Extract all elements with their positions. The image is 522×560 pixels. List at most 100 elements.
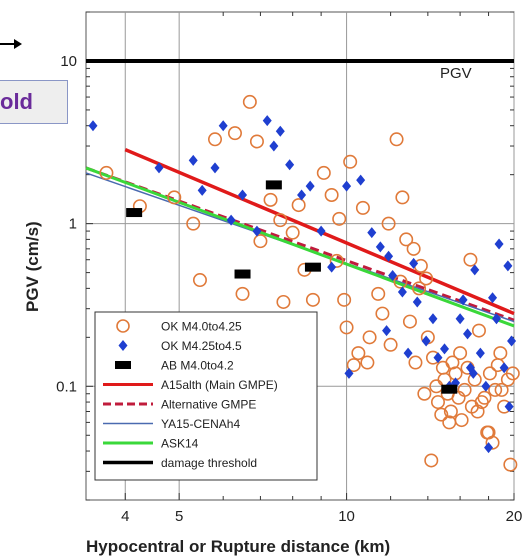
axis-ticks: 4 5 10 20 0.1 1 10 <box>56 11 522 525</box>
ok-m425-point <box>491 313 501 325</box>
ok-m425-point <box>269 140 279 152</box>
ok-m40-point <box>477 390 492 405</box>
data-markers <box>88 94 520 472</box>
ok-m425-point <box>297 189 307 201</box>
ok-m40-point <box>263 192 278 207</box>
ok-m40-point <box>419 271 434 286</box>
ok-m425-point <box>499 362 509 374</box>
ok-m40-point <box>227 126 242 141</box>
ok-m40-point <box>371 286 386 301</box>
ok-m425-point <box>507 335 517 347</box>
ask14-line <box>85 166 515 328</box>
ok-m40-point <box>337 292 352 307</box>
ok-m425-point <box>238 189 248 201</box>
ok-m425-point <box>226 214 236 226</box>
legend-entry: damage threshold <box>161 456 257 470</box>
panel-label: PGV <box>440 65 472 82</box>
ok-m40-point <box>360 355 375 370</box>
ok-m40-point <box>457 382 472 397</box>
ok-m425-point <box>463 328 473 340</box>
ok-m425-point <box>455 313 465 325</box>
legend-entry: AB M4.0to4.2 <box>161 359 234 373</box>
ok-m40-point <box>346 358 361 373</box>
ok-m40-point <box>503 457 518 472</box>
ok-m425-point <box>252 225 262 237</box>
ok-m40-point <box>402 314 417 329</box>
ok-m425-point <box>154 162 164 174</box>
ok-m425-point <box>305 180 315 192</box>
ok-m40-point <box>249 134 264 149</box>
legend-swatch <box>115 361 131 369</box>
ok-m40-point <box>417 386 432 401</box>
ok-m40-point <box>186 216 201 231</box>
ok-m40-point <box>375 306 390 321</box>
ok-m40-point <box>443 404 458 419</box>
ok-m425-point <box>475 347 485 359</box>
y-tick-label: 0.1 <box>56 378 77 395</box>
ok-m40-point <box>471 323 486 338</box>
legend-entry: Alternative GMPE <box>161 398 256 412</box>
ok-m40-point <box>242 94 257 109</box>
ok-m425-point <box>382 325 392 337</box>
ok-m425-point <box>356 174 366 186</box>
ok-m40-point <box>343 154 358 169</box>
ok-m425-point <box>403 347 413 359</box>
ok-m40-point <box>329 253 344 268</box>
ok-m425-point <box>397 286 407 298</box>
ok-m40-point <box>291 198 306 213</box>
ok-m425-point <box>316 225 326 237</box>
ab-point <box>265 180 282 190</box>
ok-m40-point <box>430 395 445 410</box>
ok-m425-point <box>88 120 98 132</box>
ok-m40-point <box>339 320 354 335</box>
ok-m40-point <box>424 453 439 468</box>
ok-m40-point <box>488 382 503 397</box>
legend-entry: YA15-CENAh4 <box>161 417 240 431</box>
ok-m425-point <box>342 180 352 192</box>
ok-m425-point <box>468 367 478 379</box>
ok-m40-point <box>412 281 427 296</box>
ok-m40-point <box>316 165 331 180</box>
legend-swatch <box>116 319 130 333</box>
ok-m40-point <box>276 294 291 309</box>
ok-m425-point <box>367 227 377 239</box>
ok-m40-point <box>208 132 223 147</box>
ok-m40-point <box>253 234 268 249</box>
ok-m40-point <box>463 252 478 267</box>
ok-m425-point <box>188 154 198 166</box>
ok-m425-point <box>327 261 337 273</box>
ok-m40-point <box>395 190 410 205</box>
ok-m425-point <box>503 260 513 272</box>
ok-m425-point <box>409 257 419 269</box>
ok-m40-point <box>273 213 288 228</box>
ok-m425-point <box>488 292 498 304</box>
legend-swatch <box>118 340 128 351</box>
ok-m425-point <box>440 343 450 355</box>
ok-m425-point <box>275 125 285 137</box>
y-tick-label: 1 <box>69 216 77 233</box>
ok-m425-point <box>285 159 295 171</box>
ok-m425-point <box>504 401 514 413</box>
ok-m40-point <box>482 366 497 381</box>
ok-m425-point <box>481 380 491 392</box>
ok-m40-point <box>99 165 114 180</box>
x-tick-label: 5 <box>175 508 183 525</box>
ok-m425-point <box>494 238 504 250</box>
ok-m425-point <box>433 352 443 364</box>
ok-m40-point <box>406 241 421 256</box>
ok-m425-point <box>344 367 354 379</box>
ok-m425-point <box>218 120 228 132</box>
ok-m40-point <box>383 337 398 352</box>
ok-m40-point <box>285 225 300 240</box>
ok-m425-point <box>210 162 220 174</box>
ok-m425-point <box>375 241 385 253</box>
ok-m40-point <box>235 286 250 301</box>
legend-entry: OK M4.0to4.25 <box>161 320 242 334</box>
ok-m425-point <box>421 335 431 347</box>
ab-point <box>304 262 321 272</box>
ok-m40-point <box>435 360 450 375</box>
ok-m40-point <box>389 132 404 147</box>
legend-entry: A15alth (Main GMPE) <box>161 378 278 392</box>
ab-point <box>126 208 143 218</box>
y-tick-label: 10 <box>60 53 77 70</box>
